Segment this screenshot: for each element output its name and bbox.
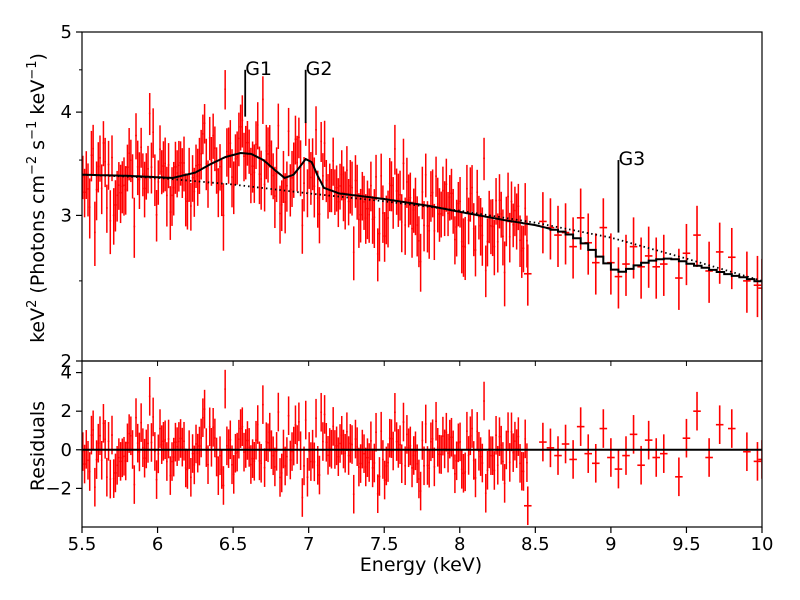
y-label-part: keV [27, 80, 49, 121]
annotation-label: G1 [245, 58, 272, 80]
y-label-part: (Photons cm [27, 175, 49, 300]
y-label-part: −1 [25, 61, 40, 80]
residual-data-group [82, 369, 762, 526]
continuum-line [82, 173, 762, 282]
x-axis-label: Energy (keV) [360, 554, 482, 576]
y-tick-label: 2 [61, 351, 72, 372]
y-label-part: −1 [25, 121, 40, 140]
y-tick-label: 3 [61, 205, 72, 226]
y-label-part: keV [27, 308, 49, 343]
x-tick-label: 7 [303, 534, 314, 555]
x-tick-label: 5.5 [68, 534, 97, 555]
y-tick-label: −2 [45, 478, 72, 499]
y-label-part: 2 [25, 300, 40, 308]
residuals-y-axis-label: Residuals [27, 401, 49, 491]
x-tick-label: 6.5 [219, 534, 248, 555]
x-tick-label: 8.5 [521, 534, 550, 555]
annotation-label: G3 [618, 148, 645, 170]
y-label-part: s [27, 140, 49, 156]
bottom-frame [81, 360, 763, 528]
y-tick-label: 4 [61, 363, 72, 384]
top-data-group [82, 70, 762, 321]
residual-panel: −2 0 2 4 5.5 6 6.5 7 7.5 8 8.5 9 9.5 10 [45, 360, 774, 555]
y-tick-label: 4 [61, 102, 72, 123]
y-tick-label: 5 [61, 22, 72, 43]
x-tick-label: 7.5 [370, 534, 399, 555]
y-tick-label: 2 [61, 401, 72, 422]
y-tick-label: 0 [61, 440, 72, 461]
x-tick-label: 9.5 [672, 534, 701, 555]
y-label-part: −2 [25, 156, 40, 175]
model-line [82, 151, 762, 283]
top-panel: G1 G2 G3 2 3 4 5 [61, 22, 763, 372]
y-label-part: ) [27, 53, 49, 60]
x-tick-label: 10 [751, 534, 774, 555]
x-tick-label: 6 [152, 534, 163, 555]
top-y-axis-label: keV2 (Photons cm−2 s−1 keV−1) [25, 53, 49, 343]
annotation-label: G2 [306, 58, 333, 80]
x-tick-label: 9 [605, 534, 616, 555]
x-tick-label: 8 [454, 534, 465, 555]
